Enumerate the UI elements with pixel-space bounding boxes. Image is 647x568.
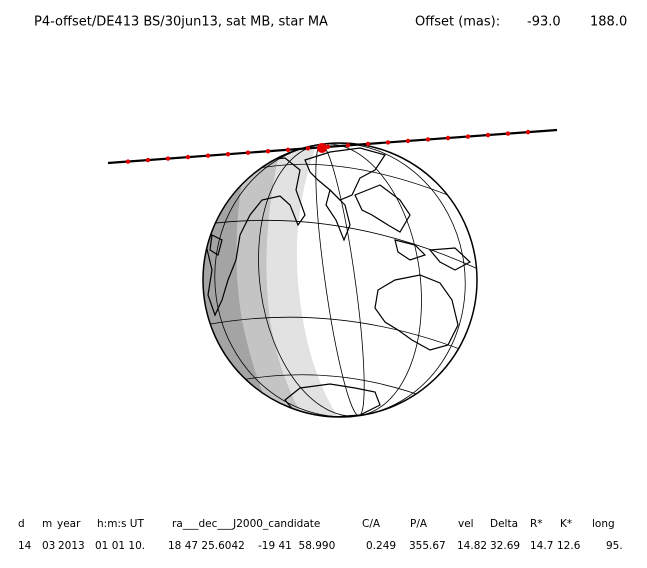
track-dot <box>205 153 211 158</box>
table-cell: 95. <box>606 540 623 552</box>
track-dot <box>465 134 471 139</box>
title: P4-offset/DE413 BS/30jun13, sat MB, star… <box>34 15 328 30</box>
column-header: vel <box>458 518 474 530</box>
table-cell: 14.7 <box>530 540 553 552</box>
offset-value: -93.0 <box>527 15 561 30</box>
column-header: C/A <box>362 518 381 530</box>
table-cell: 01 01 10. <box>95 540 145 552</box>
track-dot <box>225 151 231 157</box>
table-cell: 0.249 <box>366 540 396 552</box>
column-header: year <box>57 518 81 530</box>
table-cell: 18 47 25.6042 <box>168 540 245 552</box>
track-dot <box>265 149 271 154</box>
track-dot <box>305 146 311 151</box>
track-dot <box>145 157 151 163</box>
track-dot <box>485 132 491 138</box>
column-header: K* <box>560 518 572 530</box>
event-table: d m year h:m:s UT ra___dec___J2000_candidate… <box>18 518 623 552</box>
table-cell: 14.82 <box>457 540 487 552</box>
table-cell: -19 41 58.990 <box>258 540 335 552</box>
track-dot <box>185 154 191 160</box>
column-header: R* <box>530 518 543 530</box>
column-header: d <box>18 518 25 530</box>
track-dot <box>505 131 511 136</box>
table-cell: 32.69 <box>490 540 520 552</box>
closest-approach <box>317 143 327 153</box>
column-header: long <box>592 518 615 530</box>
track-dot <box>125 159 131 164</box>
track-dot <box>165 156 171 161</box>
table-cell: 355.67 <box>409 540 446 552</box>
track-dot <box>525 129 531 135</box>
offset-label: Offset (mas): <box>415 15 500 30</box>
column-header: P/A <box>410 518 428 530</box>
track-dot <box>245 150 251 155</box>
track-dot <box>345 143 351 148</box>
column-header: Delta <box>490 518 518 530</box>
table-cell: 2013 <box>58 540 85 552</box>
table-cell: 03 <box>42 540 55 552</box>
globe-outline <box>202 142 478 418</box>
track-dot <box>445 135 451 141</box>
track-dot <box>285 147 291 152</box>
offset-value: 188.0 <box>590 15 627 30</box>
track-dot <box>365 141 371 147</box>
column-header: h:m:s UT <box>97 518 144 530</box>
table-cell: 14 <box>18 540 32 552</box>
table-cell: 12.6 <box>557 540 581 552</box>
shadow-track <box>107 128 558 165</box>
column-header: m <box>42 518 52 530</box>
track-dot <box>405 138 411 144</box>
track-dot <box>385 140 391 145</box>
column-header: ra___dec___J2000_candidate <box>172 518 320 530</box>
track-dot <box>425 137 431 142</box>
track-points <box>125 129 531 164</box>
